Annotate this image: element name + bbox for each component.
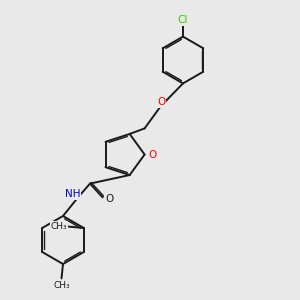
- Text: NH: NH: [65, 189, 80, 200]
- Text: O: O: [148, 149, 156, 160]
- Text: O: O: [157, 97, 165, 107]
- Text: O: O: [105, 194, 113, 204]
- Text: CH₃: CH₃: [53, 280, 70, 290]
- Text: CH₃: CH₃: [51, 222, 67, 231]
- Text: Cl: Cl: [178, 15, 188, 25]
